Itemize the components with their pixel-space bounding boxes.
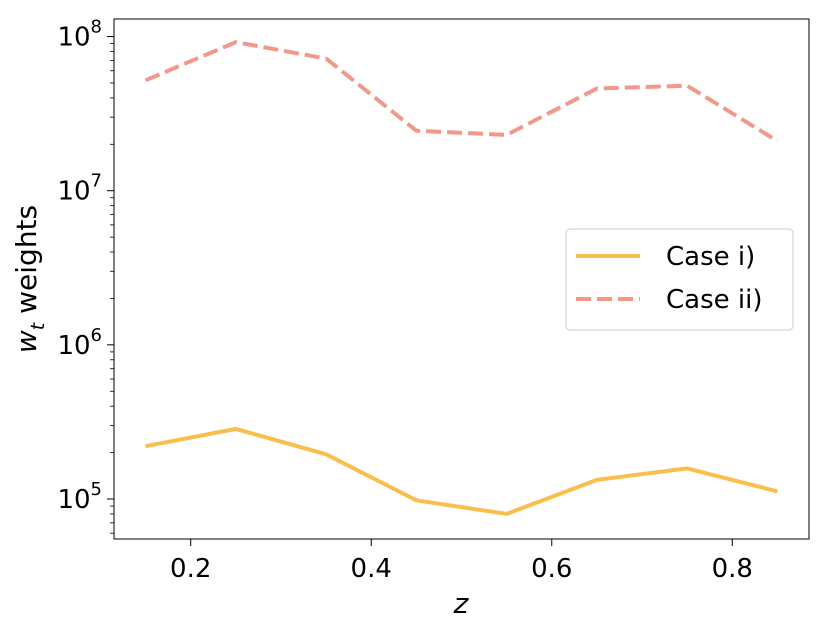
y-axis-label: wt weights [10,205,49,353]
x-tick-label-3: 0.8 [712,554,753,584]
y-tick-label-2: 107 [57,171,102,207]
x-axis-label: z [453,587,470,620]
series-line-0 [145,426,778,516]
y-tick-label-0: 105 [57,479,102,515]
x-tick-label-0: 0.2 [170,554,211,584]
series-line-1 [144,40,779,143]
y-axis-ticks: 105 106 107 108 [57,17,114,534]
y-axis-label-symbol: w [10,330,43,353]
x-tick-label-1: 0.4 [351,554,392,584]
plot-frame [113,18,810,540]
y-tick-label-3: 108 [57,17,102,53]
legend: Case i) Case ii) [565,228,794,331]
y-axis-label-subscript: t [27,321,49,330]
y-tick-label-1: 106 [57,325,102,361]
x-tick-label-2: 0.6 [531,554,572,584]
y-axis-label-text: weights [10,205,43,323]
legend-label-case-ii: Case ii) [666,285,762,315]
x-axis-ticks: 0.2 0.4 0.6 0.8 [170,539,753,584]
legend-label-case-i: Case i) [666,242,755,272]
series-layer [144,40,779,516]
